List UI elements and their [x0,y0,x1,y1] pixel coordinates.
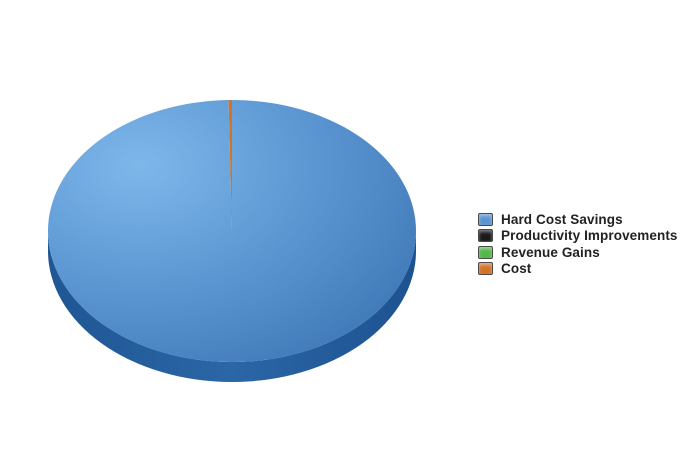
legend-item-productivity-improvements: Productivity Improvements [478,228,678,245]
legend-label-cost: Cost [501,261,532,277]
legend-swatch-productivity-improvements [478,229,493,243]
legend-swatch-revenue-gains [478,245,493,259]
legend-item-cost: Cost [478,261,678,278]
pie-slice-cost [228,100,232,231]
legend-label-hard-cost-savings: Hard Cost Savings [501,211,623,227]
legend-label-revenue-gains: Revenue Gains [501,244,600,260]
legend-swatch-hard-cost-savings [478,212,493,226]
legend-swatch-cost [478,262,493,276]
legend-item-hard-cost-savings: Hard Cost Savings [478,211,678,228]
legend-item-revenue-gains: Revenue Gains [478,244,678,261]
pie-slice-hard-cost-savings [47,100,416,362]
legend: Hard Cost Savings Productivity Improveme… [478,211,678,277]
legend-label-productivity-improvements: Productivity Improvements [501,228,678,244]
